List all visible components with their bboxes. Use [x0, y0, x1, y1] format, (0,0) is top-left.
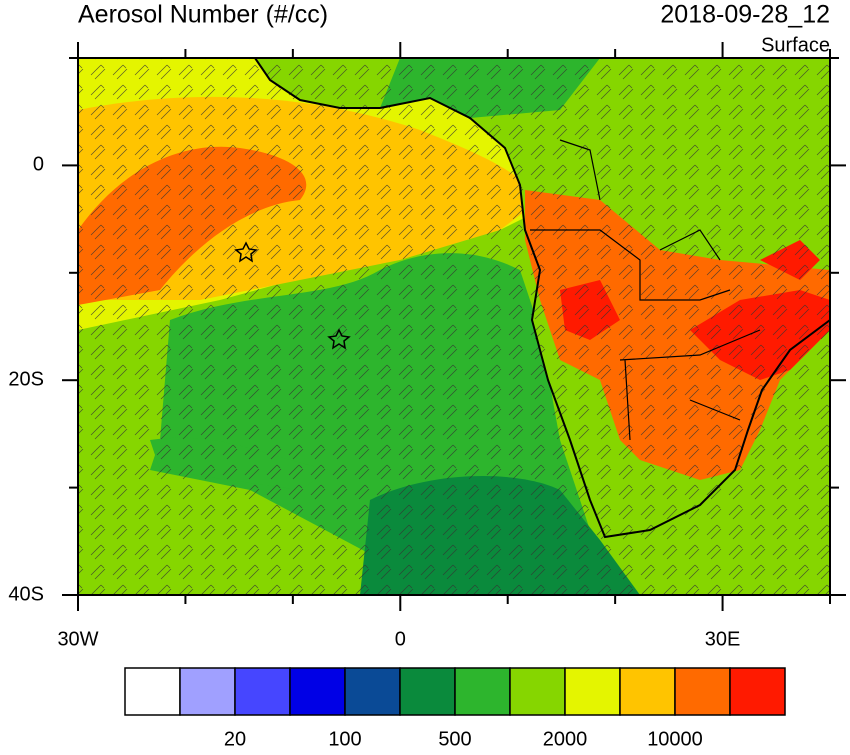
colorbar-label: 10000	[647, 728, 703, 750]
site-marker	[327, 328, 351, 350]
aerosol-field	[78, 58, 830, 595]
colorbar-box	[509, 667, 566, 716]
y-tick-label: 20S	[8, 368, 44, 390]
site-marker	[234, 241, 258, 263]
colorbar-box	[289, 667, 346, 716]
map-frame	[77, 57, 831, 596]
colorbar-box	[179, 667, 236, 716]
timestamp: 2018-09-28_12	[660, 1, 830, 29]
colorbar-box	[674, 667, 731, 716]
title: Aerosol Number (#/cc)	[78, 1, 328, 29]
x-tick-label: 30E	[705, 628, 741, 650]
x-tick-label: 30W	[57, 628, 98, 650]
colorbar-box	[619, 667, 676, 716]
colorbar-box	[564, 667, 621, 716]
colorbar-box	[124, 667, 181, 716]
y-tick-label: 40S	[8, 583, 44, 605]
colorbar-label: 2000	[543, 728, 588, 750]
colorbar-label: 500	[438, 728, 471, 750]
colorbar-box	[344, 667, 401, 716]
colorbar-box	[399, 667, 456, 716]
colorbar-box	[729, 667, 786, 716]
y-tick-label: 0	[33, 154, 44, 176]
x-tick-label: 0	[395, 628, 406, 650]
level: Surface	[761, 34, 830, 56]
colorbar-label: 100	[328, 728, 361, 750]
colorbar-box	[454, 667, 511, 716]
colorbar-label: 20	[224, 728, 246, 750]
colorbar-box	[234, 667, 291, 716]
